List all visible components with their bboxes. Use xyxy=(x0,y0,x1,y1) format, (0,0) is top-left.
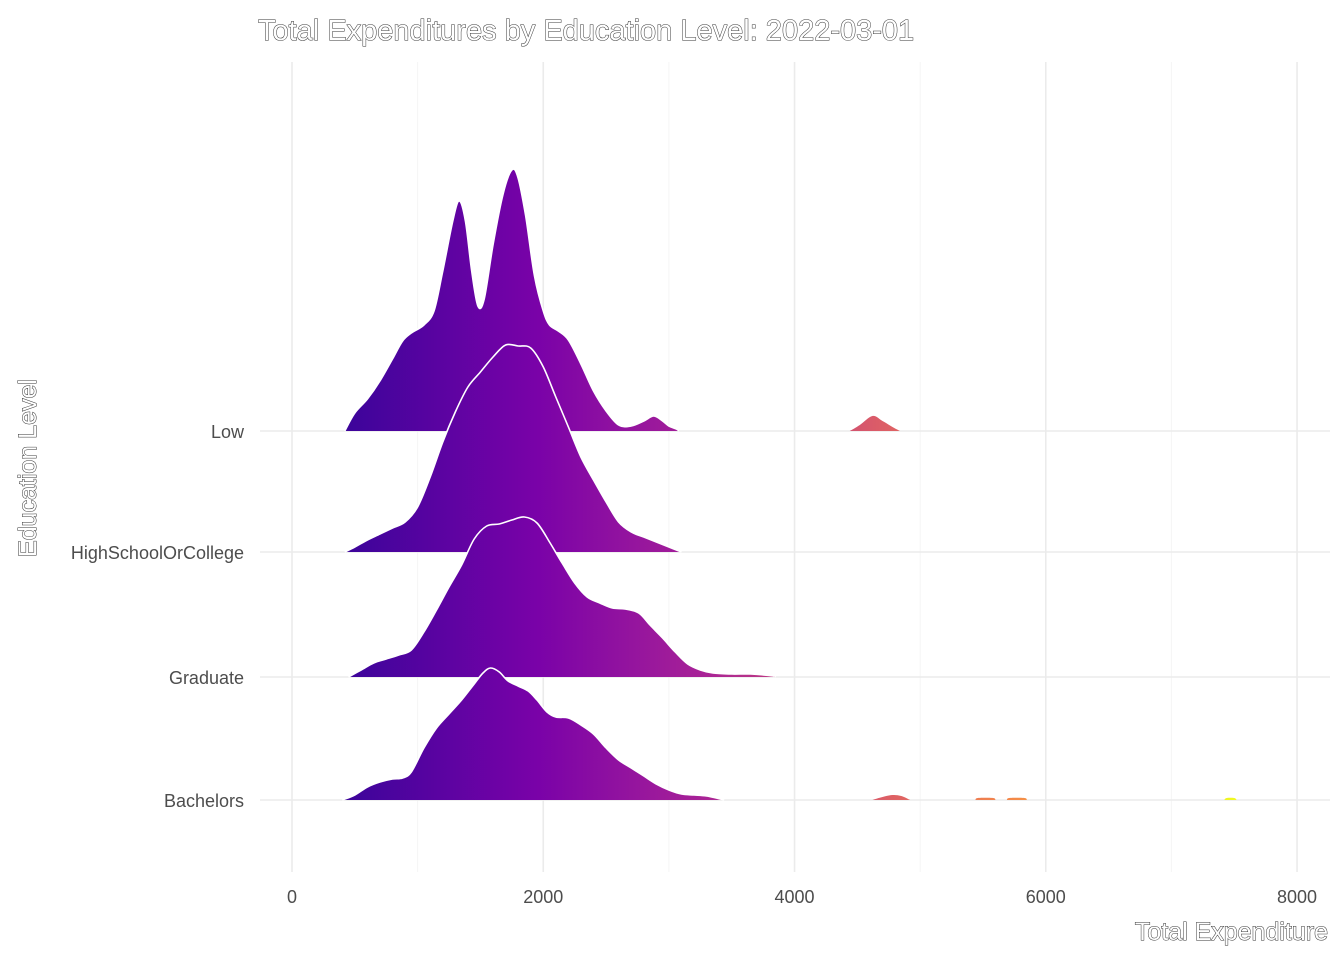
x-tick-label: 0 xyxy=(287,887,297,907)
x-tick-label: 4000 xyxy=(774,887,814,907)
ridges xyxy=(342,168,1237,801)
x-tick-label: 2000 xyxy=(523,887,563,907)
x-tick-label: 8000 xyxy=(1277,887,1317,907)
ridge-area xyxy=(342,667,725,800)
y-tick-label: Graduate xyxy=(169,668,244,688)
y-tick-labels: Bachelors Graduate HighSchoolOrCollege Low xyxy=(71,422,245,811)
ridge-bump xyxy=(849,415,900,431)
chart-title: Total Expenditures by Education Level: 2… xyxy=(258,15,914,47)
ridge-outline xyxy=(344,343,682,553)
y-tick-label: Bachelors xyxy=(164,791,244,811)
ridge-highschoolorcollege xyxy=(344,343,682,553)
y-tick-label: HighSchoolOrCollege xyxy=(71,543,244,563)
ridge-bachelors xyxy=(342,667,1237,801)
ridge-outline xyxy=(348,516,777,678)
ridge-graduate xyxy=(348,516,777,678)
ridge-bump xyxy=(1006,797,1027,800)
y-tick-label: Low xyxy=(211,422,245,442)
ridge-bump xyxy=(872,794,911,800)
ridge-outline xyxy=(344,168,680,432)
ridge-outline xyxy=(342,667,725,801)
ridge-low xyxy=(344,168,900,432)
x-axis-title: Total Expenditure xyxy=(1135,918,1328,946)
x-tick-labels: 0 2000 4000 6000 8000 xyxy=(287,887,1317,907)
y-axis-title: Education Level xyxy=(14,379,42,557)
x-tick-label: 6000 xyxy=(1026,887,1066,907)
ridge-bump xyxy=(1224,797,1237,800)
ridge-area xyxy=(344,169,679,431)
ridge-bump xyxy=(975,797,996,800)
ridge-area xyxy=(348,516,776,677)
gridlines xyxy=(260,62,1330,872)
ridge-area xyxy=(344,344,682,552)
